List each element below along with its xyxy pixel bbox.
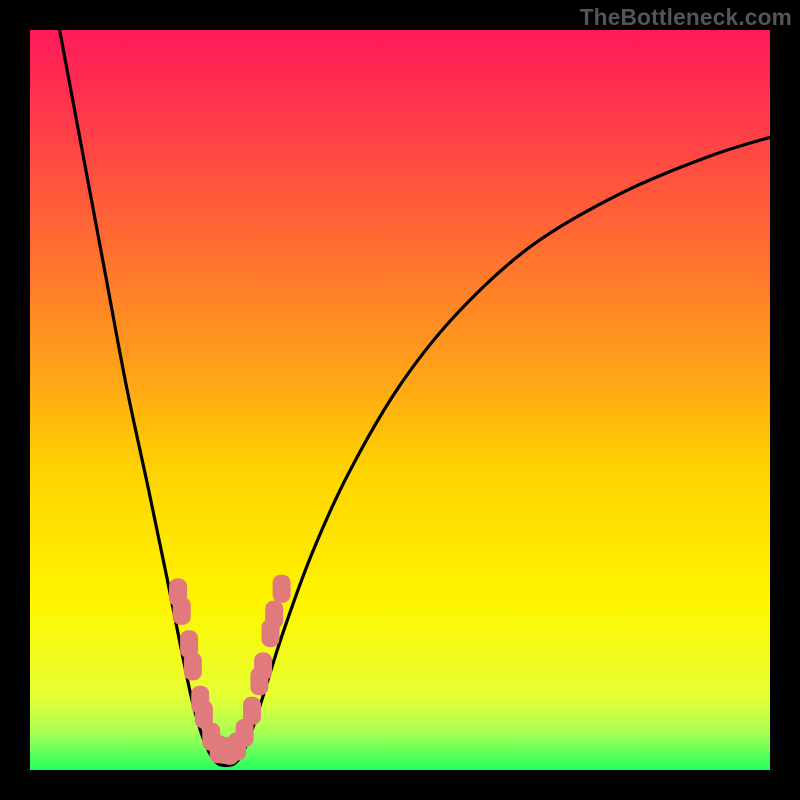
bottleneck-curve-path (60, 30, 770, 766)
marker (254, 652, 272, 680)
marker (173, 597, 191, 625)
marker (273, 575, 291, 603)
marker (243, 697, 261, 725)
marker (265, 601, 283, 629)
watermark-text: TheBottleneck.com (580, 4, 792, 31)
marker (184, 652, 202, 680)
chart-svg (30, 30, 770, 770)
stage: TheBottleneck.com (0, 0, 800, 800)
